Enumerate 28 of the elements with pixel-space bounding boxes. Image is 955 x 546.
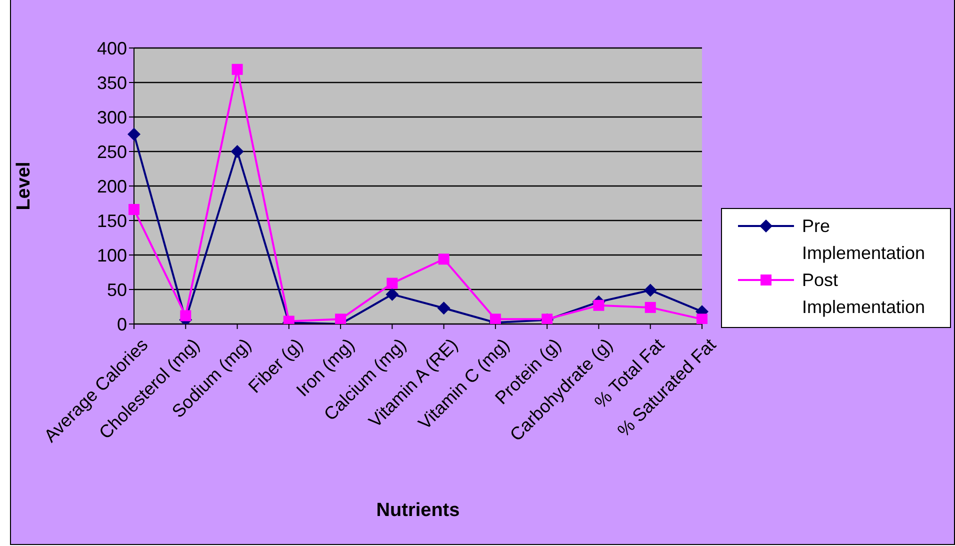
y-tick-label: 350 (96, 72, 127, 93)
point (644, 302, 656, 313)
legend-label: Pre Implementation (802, 215, 926, 265)
point (386, 278, 398, 289)
y-tick-label: 0 (116, 314, 127, 334)
legend-label: Post Implementation (802, 269, 926, 319)
y-tick-label: 200 (96, 176, 127, 196)
y-axis-title: Level (14, 162, 35, 210)
point (335, 314, 346, 324)
y-tick-label: 150 (96, 210, 127, 231)
point (386, 288, 399, 301)
y-tick-label: 300 (96, 107, 127, 128)
point (438, 254, 450, 265)
point (180, 310, 192, 322)
y-tick-label: 400 (96, 38, 127, 58)
x-axis-title: Nutrients (376, 500, 460, 521)
point (696, 314, 708, 324)
point (593, 300, 604, 311)
point (437, 302, 450, 315)
point (490, 314, 501, 324)
point (128, 128, 140, 141)
point (128, 204, 140, 215)
point (230, 145, 244, 158)
point (232, 64, 243, 75)
y-tick-label: 250 (96, 142, 127, 162)
y-tick-label: 100 (96, 245, 127, 266)
y-tick-label: 50 (106, 280, 127, 300)
point (644, 284, 657, 297)
